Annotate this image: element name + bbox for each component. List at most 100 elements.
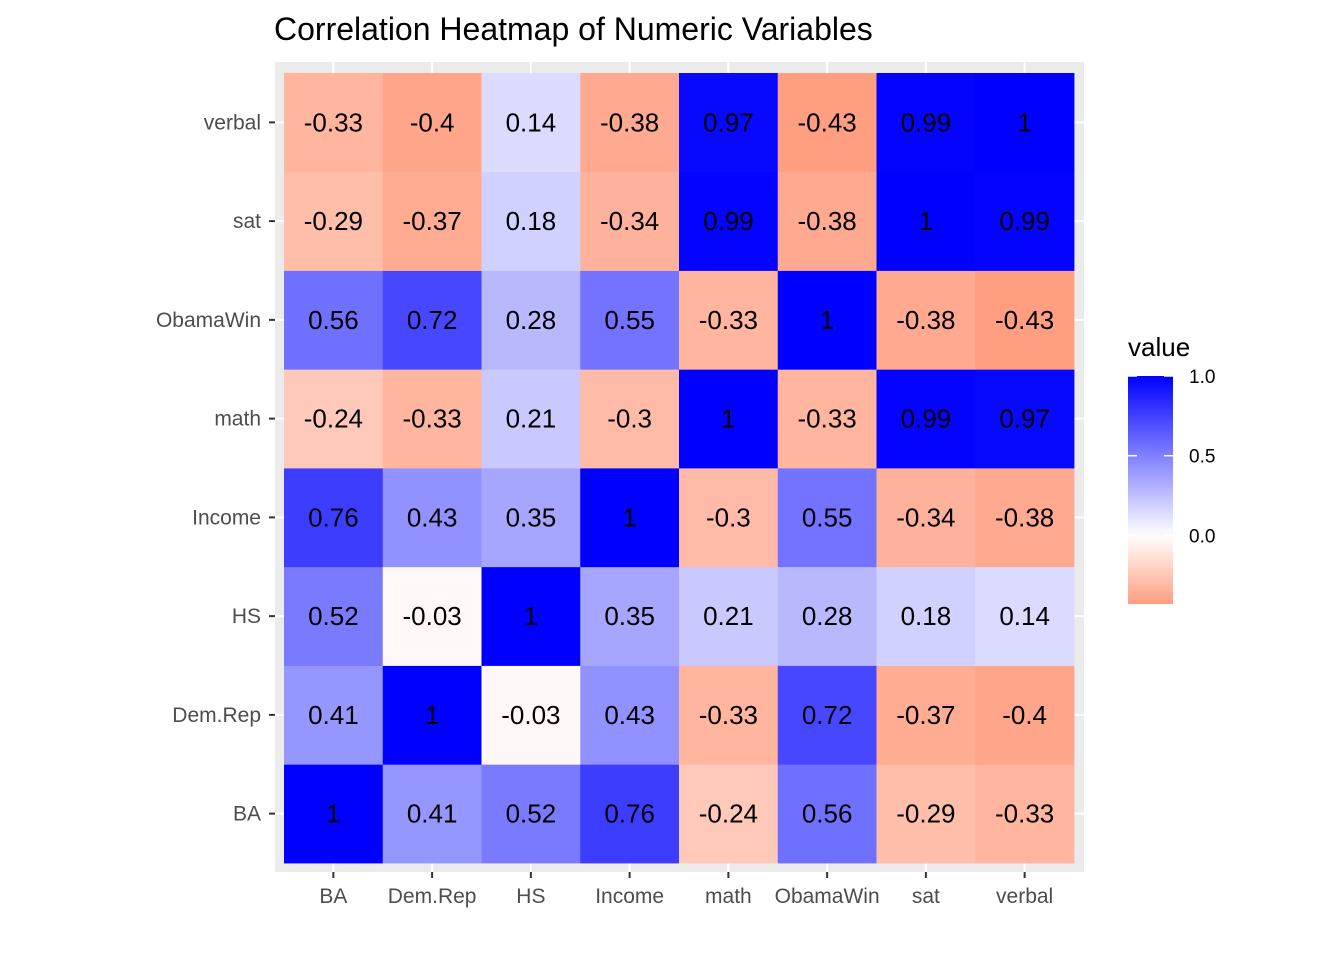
heatmap-cell xyxy=(777,468,877,568)
cell-value-label: 0.55 xyxy=(802,502,853,532)
cell-value-label: -0.33 xyxy=(797,404,856,434)
heatmap-cell xyxy=(481,270,581,370)
cell-value-label: 1 xyxy=(820,305,834,335)
cell-value-label: -0.3 xyxy=(706,502,751,532)
x-tick-label: Dem.Rep xyxy=(388,885,477,908)
heatmap-cell xyxy=(876,566,976,666)
cell-value-label: 0.21 xyxy=(506,404,557,434)
heatmap-cell xyxy=(777,665,877,765)
cell-value-label: 0.72 xyxy=(407,305,458,335)
heatmap-cell xyxy=(876,468,976,568)
cell-value-label: 0.18 xyxy=(506,206,557,236)
heatmap-cell xyxy=(679,764,779,864)
heatmap-cell xyxy=(876,73,976,173)
legend-tick-label: 0.5 xyxy=(1189,447,1215,468)
heatmap-cell xyxy=(284,369,384,469)
heatmap-cell xyxy=(481,566,581,666)
cell-value-label: 0.41 xyxy=(407,799,458,829)
heatmap-cell xyxy=(580,73,680,173)
cell-value-label: 0.41 xyxy=(308,700,359,730)
y-axis: BA Dem.Rep HS Income math ObamaWin sat verbal xyxy=(156,111,275,826)
cell-value-label: 0.99 xyxy=(901,107,952,137)
cell-value-label: -0.24 xyxy=(304,404,363,434)
cell-value-label: 0.97 xyxy=(999,404,1050,434)
heatmap-cell xyxy=(284,171,384,271)
cell-value-label: 0.55 xyxy=(604,305,655,335)
heatmap-cell xyxy=(284,468,384,568)
heatmap-cell xyxy=(284,566,384,666)
cell-value-label: 0.14 xyxy=(506,107,557,137)
heatmap-cell xyxy=(481,665,581,765)
x-tick-label: BA xyxy=(319,885,347,908)
cell-value-label: 1 xyxy=(326,799,340,829)
legend-colorbar xyxy=(1128,376,1173,604)
cell-value-label: -0.29 xyxy=(896,799,955,829)
cell-value-label: 1 xyxy=(622,502,636,532)
heatmap-cell xyxy=(382,665,482,765)
cell-value-label: 0.76 xyxy=(308,502,359,532)
heatmap-cell xyxy=(580,171,680,271)
cell-value-label: -0.43 xyxy=(995,305,1054,335)
heatmap-cell xyxy=(876,665,976,765)
heatmap-cell xyxy=(876,369,976,469)
y-tick-label: ObamaWin xyxy=(156,309,261,332)
cell-value-label: 0.99 xyxy=(999,206,1050,236)
x-tick-label: verbal xyxy=(996,885,1053,908)
cell-value-label: 0.56 xyxy=(308,305,359,335)
cell-value-label: -0.38 xyxy=(896,305,955,335)
heatmap-cell xyxy=(777,171,877,271)
heatmap-cell xyxy=(975,468,1075,568)
cell-value-label: 0.43 xyxy=(407,502,458,532)
cell-value-label: 0.28 xyxy=(802,601,853,631)
cell-value-label: -0.29 xyxy=(304,206,363,236)
heatmap-cell xyxy=(284,270,384,370)
cell-value-label: -0.38 xyxy=(995,502,1054,532)
heatmap-cell xyxy=(382,73,482,173)
cell-value-label: -0.38 xyxy=(797,206,856,236)
cell-value-label: 1 xyxy=(721,404,735,434)
y-tick-label: sat xyxy=(233,210,261,233)
y-tick-label: BA xyxy=(233,803,261,826)
heatmap-cell xyxy=(284,665,384,765)
heatmap-cell xyxy=(481,468,581,568)
heatmap-cell xyxy=(777,73,877,173)
cell-value-label: -0.37 xyxy=(896,700,955,730)
cell-value-label: -0.33 xyxy=(699,700,758,730)
heatmap-cell xyxy=(876,764,976,864)
cell-value-label: -0.03 xyxy=(402,601,461,631)
heatmap-cell xyxy=(679,566,779,666)
cell-value-label: 0.56 xyxy=(802,799,853,829)
heatmap-cell-labels: 1 0.41 0.52 0.76 -0.24 0.56 -0.29 -0.33 0.41 1 -0.… xyxy=(304,107,1055,828)
cell-value-label: 0.72 xyxy=(802,700,853,730)
legend: value 1.0 0.5 0.0 xyxy=(1128,332,1215,604)
cell-value-label: 0.97 xyxy=(703,107,754,137)
x-tick-label: Income xyxy=(595,885,664,908)
cell-value-label: 0.35 xyxy=(506,502,557,532)
heatmap-cell xyxy=(679,270,779,370)
heatmap-cell xyxy=(382,566,482,666)
legend-tick-label: 0.0 xyxy=(1189,526,1215,547)
heatmap-cell xyxy=(876,270,976,370)
cell-value-label: 0.43 xyxy=(604,700,655,730)
cell-value-label: 1 xyxy=(425,700,439,730)
cell-value-label: -0.33 xyxy=(402,404,461,434)
cell-value-label: 0.52 xyxy=(506,799,557,829)
cell-value-label: -0.33 xyxy=(699,305,758,335)
cell-value-label: 0.18 xyxy=(901,601,952,631)
heatmap-cell xyxy=(975,764,1075,864)
cell-value-label: 0.14 xyxy=(999,601,1050,631)
heatmap-cell xyxy=(481,369,581,469)
cell-value-label: 0.99 xyxy=(703,206,754,236)
heatmap-cell xyxy=(975,270,1075,370)
heatmap-cell xyxy=(679,665,779,765)
heatmap-cell xyxy=(580,764,680,864)
heatmap-cell xyxy=(679,369,779,469)
y-tick-label: math xyxy=(214,408,261,431)
cell-value-label: -0.37 xyxy=(402,206,461,236)
x-axis: BA Dem.Rep HS Income math ObamaWin sat verbal xyxy=(319,872,1053,908)
x-tick-label: HS xyxy=(516,885,545,908)
cell-value-label: 0.99 xyxy=(901,404,952,434)
legend-tick-label: 1.0 xyxy=(1189,367,1215,388)
y-tick-label: Dem.Rep xyxy=(172,704,261,727)
cell-value-label: -0.43 xyxy=(797,107,856,137)
